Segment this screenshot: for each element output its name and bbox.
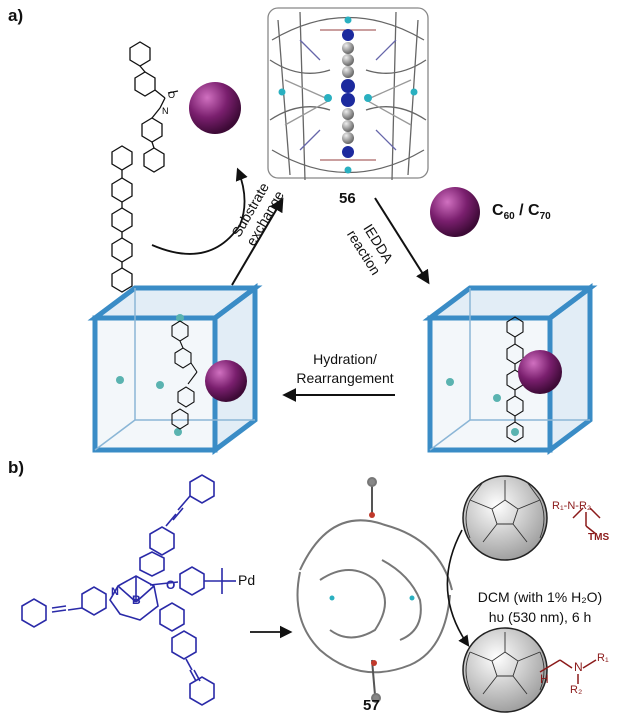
panel-b-graphic: [21, 474, 601, 713]
amine-reagent: [572, 507, 601, 535]
fullerene-product: [462, 627, 548, 713]
reaction-conditions: DCM (with 1% H₂O) hυ (530 nm), 6 h: [477, 589, 603, 625]
panel-b-label: b): [8, 458, 25, 477]
panel-a-label: a): [8, 6, 24, 25]
cage-57-structure: [296, 477, 453, 703]
amide-o-label: O: [168, 90, 175, 100]
product-h-label: H: [540, 672, 549, 686]
reagent-tms-label: TMS: [588, 532, 610, 543]
hydration-rearrangement-label: Hydration/ Rearrangement: [296, 351, 394, 386]
amide-n-label: N: [162, 106, 169, 116]
product-n-label: N: [574, 660, 583, 674]
product-r1-label: R₁: [597, 652, 609, 664]
amide-product-with-fullerene: [129, 41, 179, 173]
core-b-label: B: [132, 593, 141, 607]
iedda-arrow: [374, 197, 430, 285]
fullerene-sphere-leaving: [189, 82, 241, 134]
fullerene-reactant: [462, 475, 548, 561]
substrate-exchange-arrow: [231, 197, 284, 286]
palladium-label: Pd: [238, 572, 256, 588]
amine-product: [539, 659, 597, 684]
core-n-label: N: [111, 586, 119, 598]
reagent-formula: R₁-N-R₂: [552, 500, 592, 512]
fullerene-reagent-sphere: [430, 187, 480, 237]
left-cube: [87, 283, 263, 455]
curved-arrow: [151, 167, 248, 255]
right-cube: [422, 283, 598, 455]
compound-57-label: 57: [363, 697, 380, 714]
product-r2-label: R₂: [570, 684, 583, 696]
subphthalocyanine-ligand: [21, 474, 236, 706]
fullerene-label: C60 / C70: [492, 202, 551, 223]
tetrazine-substrate: [111, 145, 133, 293]
panel-a-graphic: O N: [87, 7, 598, 455]
core-o-label: O: [166, 578, 176, 592]
cage-56-guest: [278, 16, 418, 174]
panel-b-curved-arrow: [446, 529, 470, 647]
compound-56-label: 56: [339, 190, 356, 207]
